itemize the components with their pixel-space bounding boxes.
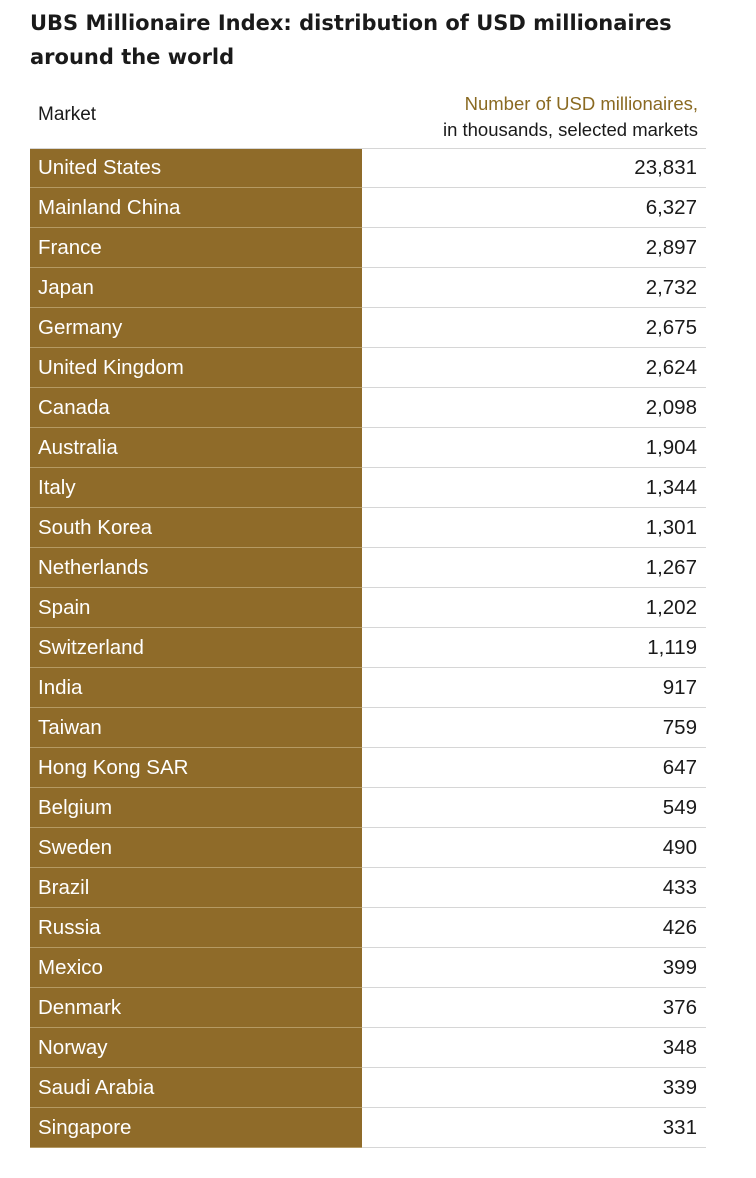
table-row: South Korea 1,301 [30,508,706,548]
page-title: UBS Millionaire Index: distribution of U… [30,11,672,69]
market-cell: Germany [30,308,362,348]
value-column-header-line1: Number of USD millionaires, [464,93,698,114]
value-cell: 339 [662,1075,697,1099]
table-row: Japan 2,732 [30,268,706,308]
table-row: France 2,897 [30,228,706,268]
value-cell: 1,301 [645,515,697,539]
table-row: India 917 [30,668,706,708]
value-cell: 647 [662,755,697,779]
market-cell: France [30,228,362,268]
market-cell: Belgium [30,788,362,828]
table-row: Italy 1,344 [30,468,706,508]
market-cell: Brazil [30,868,362,908]
value-cell: 1,904 [645,435,697,459]
market-cell: Denmark [30,988,362,1028]
value-cell: 348 [662,1035,697,1059]
value-cell: 331 [662,1115,697,1139]
market-cell: Russia [30,908,362,948]
value-cell: 2,675 [645,315,697,339]
table-row: Russia 426 [30,908,706,948]
market-cell: South Korea [30,508,362,548]
millionaire-table: United States 23,831 Mainland China 6,327 Fr… [30,148,706,1148]
value-cell: 426 [662,915,697,939]
value-cell: 2,098 [645,395,697,419]
value-cell: 23,831 [634,156,697,179]
value-cell: 2,732 [645,275,697,299]
value-cell: 6,327 [645,195,697,219]
table-row: Australia 1,904 [30,428,706,468]
value-cell: 1,267 [645,555,697,579]
table-row: United States 23,831 [30,148,706,188]
table-row: Germany 2,675 [30,308,706,348]
value-cell: 376 [662,995,697,1019]
market-cell: Mainland China [30,188,362,228]
market-cell: Taiwan [30,708,362,748]
value-cell: 549 [662,795,697,819]
market-cell: Canada [30,388,362,428]
table-row: Mexico 399 [30,948,706,988]
market-cell: Saudi Arabia [30,1068,362,1108]
table-row: Brazil 433 [30,868,706,908]
table-row: Netherlands 1,267 [30,548,706,588]
value-column-header-line2: in thousands, selected markets [442,119,698,140]
table-row: Singapore 331 [30,1108,706,1148]
value-cell: 759 [662,715,697,739]
table-row: Spain 1,202 [30,588,706,628]
table-row: Saudi Arabia 339 [30,1068,706,1108]
value-cell: 399 [662,955,697,979]
value-cell: 1,119 [647,635,697,659]
market-cell: Singapore [30,1108,362,1148]
table-row: Sweden 490 [30,828,706,868]
market-cell: Spain [30,588,362,628]
market-cell: Sweden [30,828,362,868]
table-row: Norway 348 [30,1028,706,1068]
table-row: Switzerland 1,119 [30,628,706,668]
table-row: Canada 2,098 [30,388,706,428]
market-cell: Japan [30,268,362,308]
value-cell: 2,624 [645,355,697,379]
value-cell: 917 [662,675,697,699]
table-row: Belgium 549 [30,788,706,828]
market-cell: Switzerland [30,628,362,668]
market-cell: Netherlands [30,548,362,588]
market-cell: Norway [30,1028,362,1068]
value-column-header: Number of USD millionaires, in thousands… [443,91,698,143]
market-cell: United Kingdom [30,348,362,388]
table-row: Taiwan 759 [30,708,706,748]
value-cell: 1,202 [645,595,697,619]
table-row: Mainland China 6,327 [30,188,706,228]
value-cell: 2,897 [645,235,697,259]
table-row: United Kingdom 2,624 [30,348,706,388]
value-cell: 433 [662,875,697,899]
value-cell: 490 [662,835,697,859]
market-cell: Italy [30,468,362,508]
market-cell: India [30,668,362,708]
value-cell: 1,344 [645,475,697,499]
market-cell: Australia [30,428,362,468]
market-cell: Mexico [30,948,362,988]
market-column-header: Market [38,104,97,125]
market-cell: United States [30,149,362,188]
table-row: Denmark 376 [30,988,706,1028]
table-row: Hong Kong SAR 647 [30,748,706,788]
market-cell: Hong Kong SAR [30,748,362,788]
